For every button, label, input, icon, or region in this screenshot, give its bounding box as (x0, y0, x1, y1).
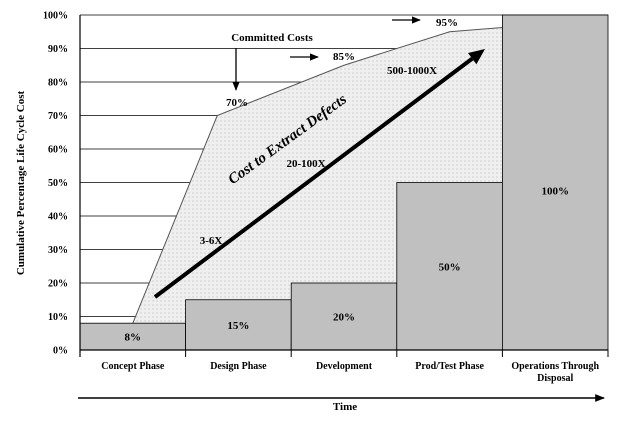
committed-70-label: 70% (226, 97, 248, 109)
bar-data-label: 15% (227, 320, 249, 332)
bar (185, 299, 292, 351)
bar-data-label: 100% (541, 186, 569, 198)
committed-costs-line (132, 24, 535, 324)
y-tick-label: 70% (48, 111, 68, 122)
y-tick-label: 90% (48, 44, 68, 55)
category-label: Operations Through Disposal (511, 361, 599, 384)
multiplier-3-6x-label: 3-6X (200, 235, 223, 247)
multiplier-500-1000x-label: 500-1000X (387, 65, 437, 77)
y-axis-label: Cumulative Percentage Life Cycle Cost (15, 91, 27, 276)
bar-data-label: 8% (125, 332, 142, 344)
y-tick-label: 20% (48, 279, 68, 290)
y-tick-label: 0% (53, 346, 68, 357)
y-tick-label: 80% (48, 78, 68, 89)
bar (501, 14, 609, 351)
committed-costs-label: Committed Costs (231, 32, 313, 44)
y-tick-label: 50% (48, 178, 68, 189)
bar-data-label: 50% (439, 261, 461, 273)
defect-cost-arrow (153, 57, 474, 299)
category-label: Design Phase (210, 361, 267, 372)
y-tick-label: 10% (48, 312, 68, 323)
committed-85-label: 85% (333, 51, 355, 63)
multiplier-20-100x-label: 20-100X (286, 158, 325, 170)
y-tick-label: 40% (48, 212, 68, 223)
category-label: Prod/Test Phase (415, 361, 484, 372)
x-axis-label: Time (333, 401, 357, 413)
category-label: Development (316, 361, 373, 372)
y-tick-label: 100% (43, 11, 68, 22)
category-label: Concept Phase (101, 361, 165, 372)
defect-cost-arrowhead (468, 49, 485, 65)
y-tick-label: 30% (48, 245, 68, 256)
bar-data-label: 20% (333, 312, 355, 324)
committed-95-label: 95% (436, 17, 458, 29)
y-tick-label: 60% (48, 145, 68, 156)
